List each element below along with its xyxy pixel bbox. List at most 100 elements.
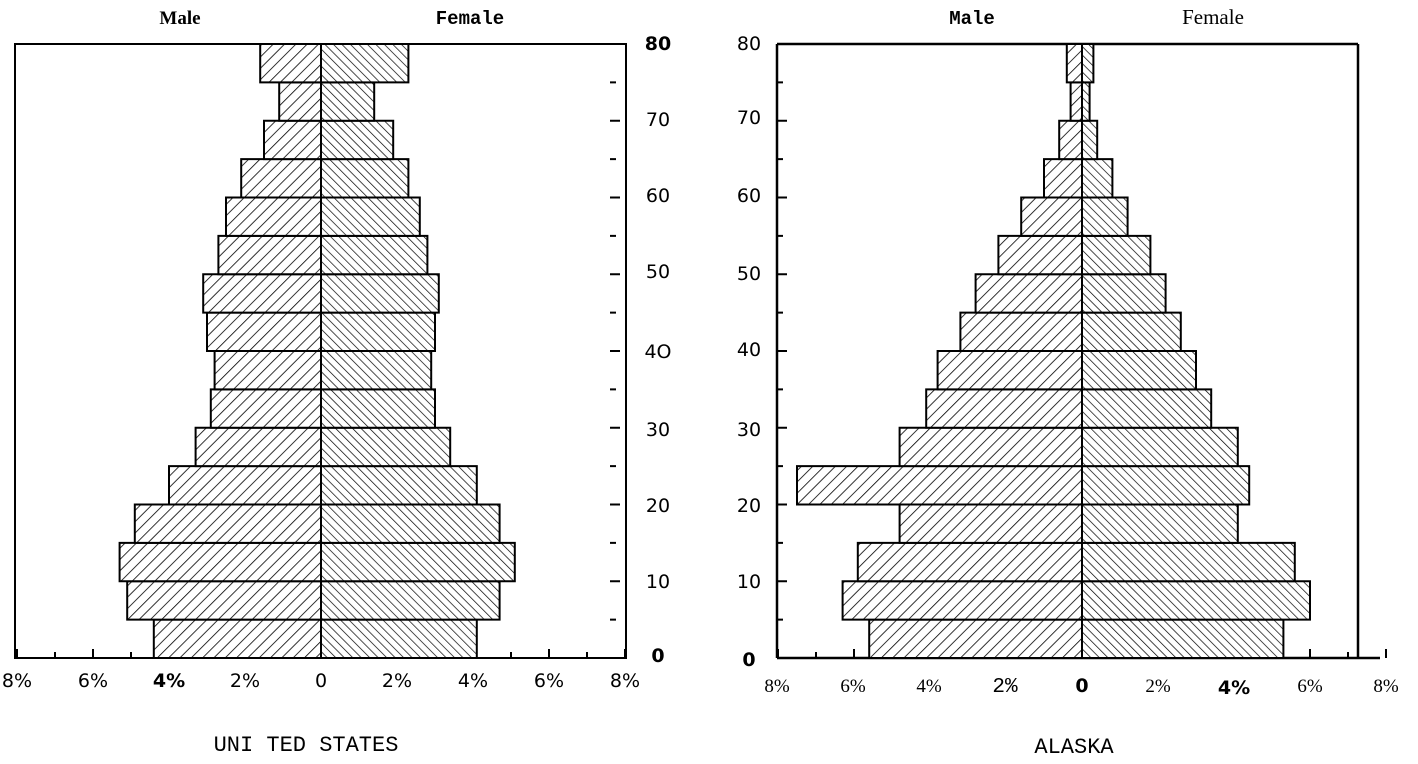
male-bar — [796, 465, 1083, 506]
female-bar — [1081, 43, 1095, 84]
y-tick-label: 30 — [737, 419, 761, 441]
female-bar — [320, 311, 436, 352]
y-tick-label: 50 — [737, 263, 761, 285]
male-bar — [168, 465, 322, 506]
y-tick-label: 20 — [646, 495, 670, 517]
x-tick-label: 6% — [840, 676, 866, 697]
male-bar — [263, 119, 322, 161]
female-bar — [320, 119, 395, 161]
female-bar — [1081, 311, 1182, 352]
chart-caption: ALASKA — [1034, 735, 1114, 760]
male-header: Male — [159, 8, 200, 29]
y-tick-label: 60 — [737, 185, 761, 207]
male-header: Male — [949, 8, 995, 30]
x-tick-label: 6% — [534, 670, 564, 692]
x-tick-label: 0 — [1075, 675, 1088, 697]
y-axis-ticks — [777, 43, 787, 659]
male-bar — [1020, 196, 1084, 237]
male-bar — [217, 234, 322, 276]
y-tick-label: 0 — [651, 645, 664, 667]
male-bar — [925, 388, 1084, 429]
male-bar — [202, 273, 322, 314]
male-bar — [152, 618, 322, 659]
male-bar — [959, 311, 1084, 352]
y-tick-label: 30 — [646, 419, 670, 441]
y-tick-label: 50 — [646, 261, 670, 283]
bars — [118, 43, 516, 659]
x-tick-label: 8% — [610, 670, 640, 692]
united-states-panel: Male Female 80 70 60 50 4O 30 20 10 0 8%… — [2, 8, 672, 758]
y-tick-label: 4O — [644, 341, 671, 363]
bars — [796, 43, 1311, 659]
female-bar — [320, 81, 376, 122]
female-bar — [1081, 388, 1213, 429]
male-bar — [841, 580, 1083, 621]
male-bar — [974, 273, 1083, 314]
female-bar — [320, 196, 421, 237]
female-bar — [320, 465, 478, 506]
female-bar — [1081, 196, 1129, 237]
y-tick-label: 80 — [737, 33, 761, 55]
y-tick-label: 70 — [737, 107, 761, 129]
male-bar — [1058, 119, 1083, 161]
female-bar — [1081, 618, 1285, 659]
male-bar — [133, 503, 322, 544]
x-tick-label: 6% — [1297, 676, 1323, 697]
female-bar — [1081, 234, 1152, 276]
male-bar — [898, 503, 1083, 544]
male-bar — [259, 43, 323, 84]
female-header: Female — [1182, 5, 1244, 29]
x-tick-label: 8% — [764, 676, 790, 697]
female-bar — [320, 503, 501, 544]
male-bar — [868, 618, 1084, 659]
female-bar — [320, 426, 452, 468]
female-bar — [1081, 158, 1114, 199]
male-bar — [209, 388, 322, 429]
female-bar — [1081, 465, 1251, 506]
alaska-panel: Male Female 80 70 60 50 40 30 20 10 0 8%… — [737, 5, 1399, 760]
male-bar — [126, 580, 322, 621]
chart-caption: UNI TED STATES — [214, 733, 399, 758]
female-bar — [320, 580, 501, 621]
female-bar — [1081, 541, 1296, 583]
female-bar — [1081, 503, 1239, 544]
male-bar — [997, 234, 1084, 276]
x-tick-label: 2% — [1145, 676, 1171, 697]
x-tick-label: 4% — [916, 676, 942, 697]
male-bar — [206, 311, 322, 352]
male-bar — [240, 158, 322, 199]
x-tick-label: 0 — [315, 670, 327, 692]
male-bar — [1069, 81, 1083, 122]
x-tick-label: 8% — [2, 670, 32, 692]
female-header: Female — [436, 8, 504, 30]
y-tick-label: 70 — [646, 109, 670, 131]
x-tick-label: 2% — [992, 676, 1018, 699]
female-bar — [320, 273, 440, 314]
y-tick-label: 40 — [737, 339, 761, 361]
y-tick-label: 60 — [646, 185, 670, 207]
female-bar — [1081, 350, 1197, 391]
male-bar — [1065, 43, 1084, 84]
x-tick-label: 2% — [230, 670, 260, 692]
y-tick-label: 80 — [645, 33, 671, 55]
female-bar — [320, 43, 410, 84]
female-bar — [1081, 426, 1239, 468]
male-bar — [936, 350, 1083, 391]
female-bar — [320, 388, 436, 429]
male-bar — [213, 350, 323, 391]
male-bar — [898, 426, 1083, 468]
x-tick-label: 2% — [382, 670, 412, 692]
female-bar — [320, 158, 410, 199]
x-tick-label: 8% — [1373, 676, 1399, 697]
male-bar — [856, 541, 1083, 583]
y-tick-label: 20 — [737, 495, 761, 517]
male-bar — [194, 426, 323, 468]
female-bar — [320, 350, 433, 391]
female-bar — [1081, 81, 1091, 122]
y-axis-ticks — [610, 43, 620, 659]
x-tick-label: 4% — [1218, 677, 1250, 699]
male-bar — [1043, 158, 1083, 199]
y-tick-label: 10 — [737, 571, 761, 593]
female-bar — [320, 541, 516, 583]
